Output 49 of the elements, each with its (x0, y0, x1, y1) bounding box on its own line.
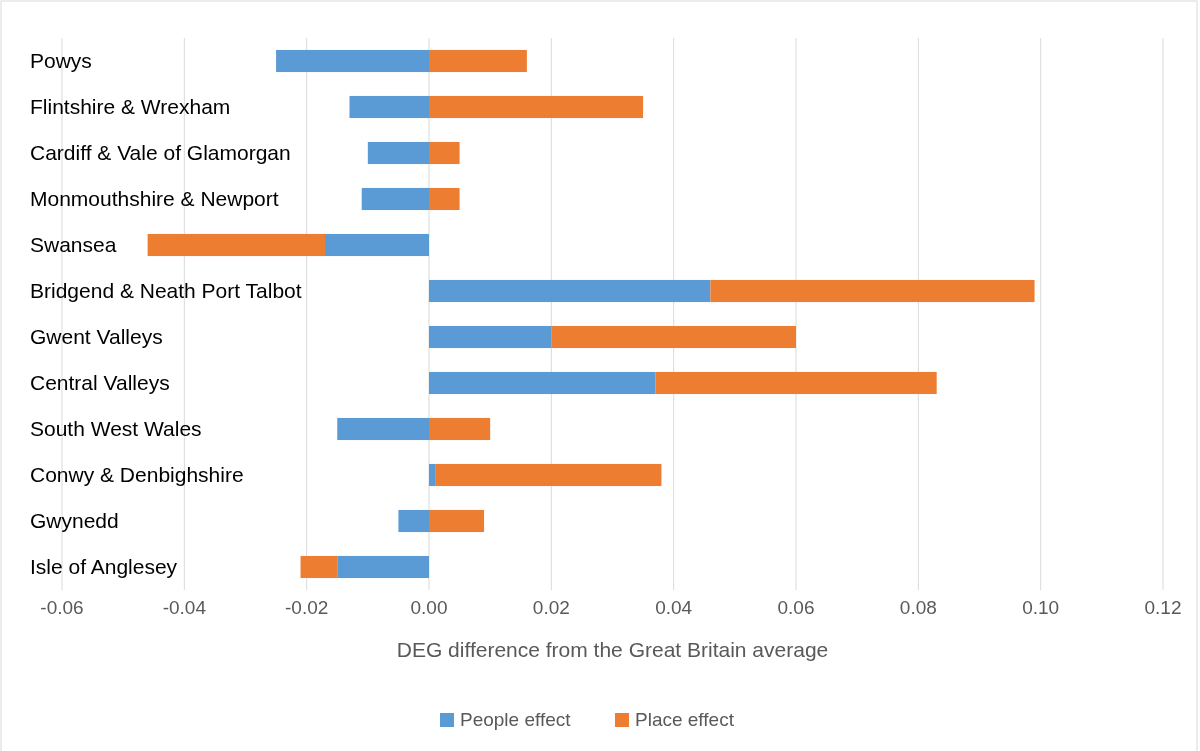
y-tick-label: Cardiff & Vale of Glamorgan (30, 141, 291, 164)
bar (361, 187, 429, 211)
bar (429, 417, 491, 441)
bar (429, 325, 552, 349)
legend-label: People effect (460, 709, 572, 730)
bar (337, 417, 429, 441)
bar (429, 49, 527, 73)
bar (147, 233, 326, 257)
legend-label: Place effect (635, 709, 735, 730)
y-tick-label: Monmouthshire & Newport (30, 187, 279, 210)
y-tick-label: Flintshire & Wrexham (30, 95, 231, 118)
y-tick-label: Isle of Anglesey (30, 555, 178, 578)
x-tick-label: 0.00 (410, 597, 448, 618)
bar (337, 555, 429, 579)
bar (325, 233, 429, 257)
y-tick-label: Conwy & Denbighshire (30, 463, 244, 486)
y-tick-label: Swansea (30, 233, 117, 256)
y-tick-label: Central Valleys (30, 371, 170, 394)
x-tick-label: 0.10 (1022, 597, 1060, 618)
y-tick-label: Gwent Valleys (30, 325, 163, 348)
bar (367, 141, 429, 165)
bar (398, 509, 429, 533)
bar (429, 141, 460, 165)
y-tick-label: Powys (30, 49, 92, 72)
bar (300, 555, 338, 579)
x-tick-label: -0.04 (162, 597, 207, 618)
y-tick-label: South West Wales (30, 417, 202, 440)
y-tick-label: Gwynedd (30, 509, 119, 532)
bar (551, 325, 796, 349)
bar (655, 371, 937, 395)
bar (429, 463, 436, 487)
y-tick-label: Bridgend & Neath Port Talbot (30, 279, 302, 302)
bar (429, 509, 485, 533)
bar (349, 95, 429, 119)
bar (435, 463, 662, 487)
x-tick-label: 0.04 (655, 597, 693, 618)
x-tick-label: 0.06 (777, 597, 815, 618)
bar (429, 95, 644, 119)
bar (429, 371, 656, 395)
x-axis-title: DEG difference from the Great Britain average (396, 638, 829, 661)
bar (429, 187, 460, 211)
bar (429, 279, 711, 303)
x-tick-label: 0.12 (1144, 597, 1182, 618)
x-tick-label: 0.02 (532, 597, 570, 618)
bar (710, 279, 1035, 303)
x-tick-label: -0.02 (285, 597, 329, 618)
x-tick-label: 0.08 (899, 597, 937, 618)
x-tick-label: -0.06 (40, 597, 84, 618)
bar (276, 49, 429, 73)
